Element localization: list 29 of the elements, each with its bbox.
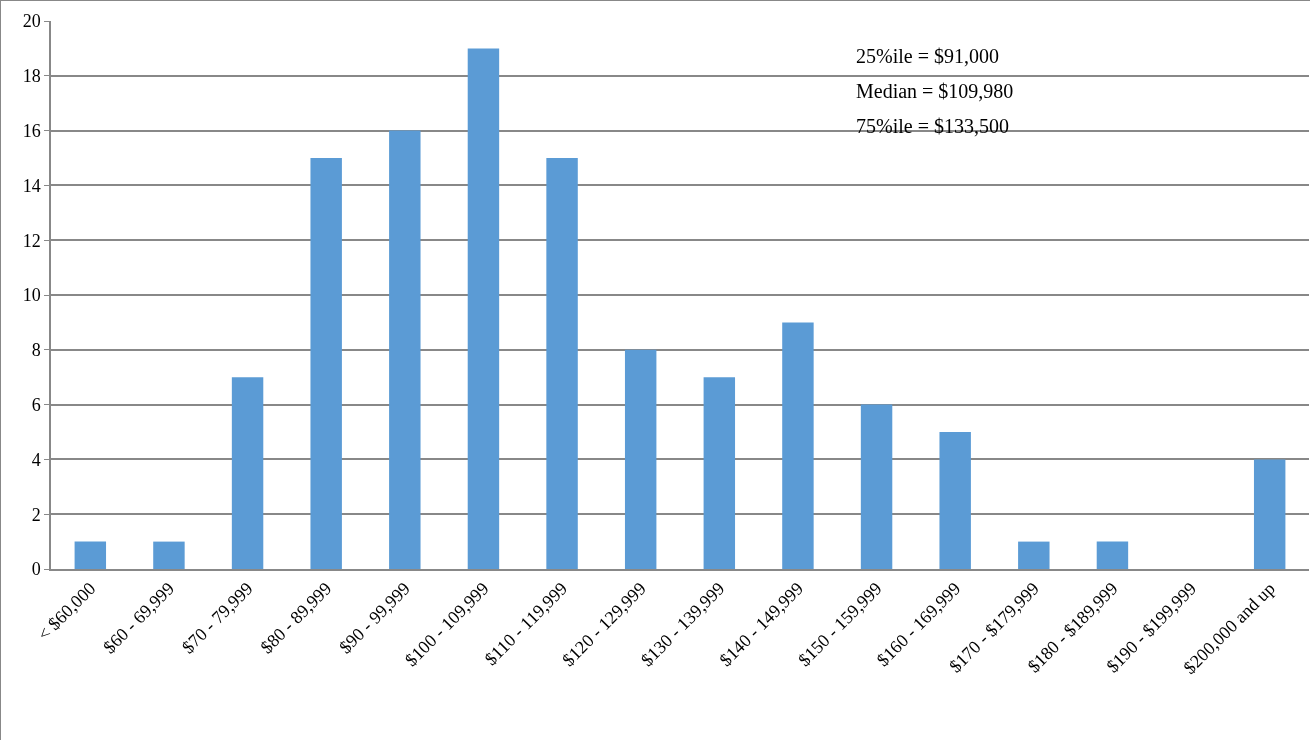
bar [939,432,971,569]
bar [74,541,107,569]
bar [624,349,657,569]
annotation: Median = $109,980 [856,80,1014,102]
y-tick-label: 8 [31,340,41,361]
annotation: 75%ile = $133,500 [856,115,1009,137]
bar [467,48,500,569]
bar [1096,541,1129,569]
bar [310,158,342,569]
bar [782,322,814,569]
bar [1253,459,1286,569]
y-tick-label: 0 [31,559,41,580]
bar [153,541,185,569]
y-tick-label: 16 [22,120,41,141]
y-tick-label: 12 [22,230,41,251]
bar [1018,541,1050,569]
bar [546,158,578,569]
bar [860,404,893,569]
bar [389,130,421,569]
y-tick-label: 6 [31,394,41,415]
annotation: 25%ile = $91,000 [856,45,999,67]
y-tick-label: 2 [31,504,41,525]
y-tick-label: 4 [31,449,41,470]
bar [703,377,736,569]
y-tick-label: 20 [22,11,41,32]
y-tick-label: 18 [22,66,41,87]
bar [231,377,264,569]
y-tick-label: 14 [22,175,41,196]
y-tick-label: 10 [22,285,41,306]
